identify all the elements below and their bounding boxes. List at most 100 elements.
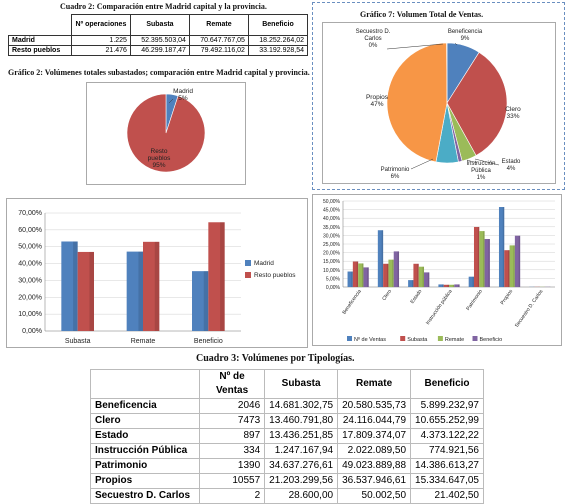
- cell: 24.116.044,79: [338, 414, 411, 429]
- bar-shade: [428, 272, 429, 287]
- cell: 17.809.374,07: [338, 429, 411, 444]
- cell: 1.225: [71, 36, 130, 46]
- slice-pct: 0%: [369, 43, 378, 49]
- slice-pct: 9%: [461, 36, 470, 42]
- slice-label-line: Carlos: [364, 36, 381, 42]
- legend-label: Resto pueblos: [254, 272, 296, 279]
- bar-shade: [412, 280, 413, 287]
- cell: 33.192.928,54: [248, 46, 307, 56]
- y-tick-label: 40,00%: [18, 261, 42, 268]
- cell: 21.402,50: [411, 489, 484, 504]
- slice-label-line: Pública: [471, 168, 491, 174]
- pie-slice: [387, 43, 447, 162]
- y-tick-label: 0,00%: [22, 328, 42, 335]
- bar-madrid-chart: 0,00%10,00%20,00%30,00%40,00%50,00%60,00…: [7, 199, 307, 347]
- legend-swatch: [438, 336, 443, 341]
- bar-shade: [417, 264, 418, 287]
- legend-swatch: [245, 272, 251, 278]
- cell: 5.899.232,97: [411, 399, 484, 414]
- bar-shade: [478, 227, 479, 287]
- legend-label: Madrid: [254, 260, 274, 267]
- row-label: Secuestro D. Carlos: [91, 489, 200, 504]
- grafico2-title: Gráfico 2: Volúmenes totales subastados;…: [8, 68, 310, 77]
- bar-shade: [453, 285, 454, 287]
- y-tick-label: 60,00%: [18, 227, 42, 234]
- bar-shade: [423, 267, 424, 287]
- slice-label-line: Beneficencia: [448, 29, 483, 35]
- cuadro3-table: Nº de Ventas Subasta Remate Beneficio Be…: [90, 369, 484, 504]
- table-row: Resto pueblos 21.476 46.299.187,47 79.49…: [9, 46, 308, 56]
- cell: 21.476: [71, 46, 130, 56]
- cell: 10557: [200, 474, 265, 489]
- x-tick-label: Clero: [381, 289, 393, 302]
- y-tick-label: 30,00%: [323, 233, 341, 239]
- y-tick-label: 40,00%: [323, 216, 341, 222]
- cell: 52.395.503,04: [130, 36, 189, 46]
- bar-shade: [398, 251, 399, 287]
- cell: 46.299.187,47: [130, 46, 189, 56]
- cell: 13.460.791,80: [265, 414, 338, 429]
- cell: 1.247.167,94: [265, 444, 338, 459]
- cell: 10.655.252,99: [411, 414, 484, 429]
- bar-shade: [89, 252, 94, 331]
- y-tick-label: 10,00%: [323, 268, 341, 274]
- y-tick-label: 0,00%: [326, 285, 341, 291]
- cell: 36.537.946,61: [338, 474, 411, 489]
- bar-shade: [382, 230, 383, 287]
- slice-pct: 5%: [178, 95, 188, 102]
- cuadro2-header: Subasta: [130, 15, 189, 36]
- slice-label-line: Clero: [505, 106, 521, 113]
- y-tick-label: 50,00%: [323, 199, 341, 205]
- slice-label-line: Secuestro D.: [356, 29, 391, 35]
- cell: 21.203.299,56: [265, 474, 338, 489]
- cuadro2-header: Nº operaciones: [71, 15, 130, 36]
- legend-swatch: [347, 336, 352, 341]
- bar-shade: [204, 271, 209, 331]
- row-label: Resto pueblos: [9, 46, 72, 56]
- cell: 14.681.302,75: [265, 399, 338, 414]
- bar-shade: [351, 272, 352, 287]
- y-tick-label: 70,00%: [18, 210, 42, 217]
- bar-shade: [138, 252, 143, 331]
- x-tick-label: Beneficencia: [341, 289, 362, 316]
- row-label: Clero: [91, 414, 200, 429]
- cell: 28.600,00: [265, 489, 338, 504]
- bar-shade: [448, 285, 449, 287]
- cell: 79.492.116,02: [189, 46, 248, 56]
- y-tick-label: 15,00%: [323, 259, 341, 265]
- y-tick-label: 50,00%: [18, 244, 42, 251]
- cell: 34.637.276,61: [265, 459, 338, 474]
- row-label: Estado: [91, 429, 200, 444]
- x-tick-label: Subasta: [65, 338, 91, 345]
- grafico7-title: Gráfico 7: Volumen Total de Ventas.: [360, 10, 483, 19]
- cell: 1390: [200, 459, 265, 474]
- x-tick-label: Patrimonio: [465, 289, 484, 312]
- cell: 334: [200, 444, 265, 459]
- cell: 20.580.535,73: [338, 399, 411, 414]
- row-label: Patrimonio: [91, 459, 200, 474]
- cuadro3-header: Remate: [338, 370, 411, 399]
- slice-label-line: Patrimonio: [381, 167, 410, 173]
- bar-shade: [357, 262, 358, 287]
- legend-label: Subasta: [407, 337, 428, 343]
- slice-label-line: Instrucción: [466, 161, 495, 167]
- x-tick-label: Estado: [410, 289, 424, 305]
- bar-shade: [519, 236, 520, 287]
- cuadro2-table: Nº operaciones Subasta Remate Beneficio …: [8, 14, 308, 56]
- bar-shade: [367, 267, 368, 287]
- cuadro2-header-row: Nº operaciones Subasta Remate Beneficio: [9, 15, 308, 36]
- slice-label-line: Madrid: [173, 88, 193, 95]
- cell: 897: [200, 429, 265, 444]
